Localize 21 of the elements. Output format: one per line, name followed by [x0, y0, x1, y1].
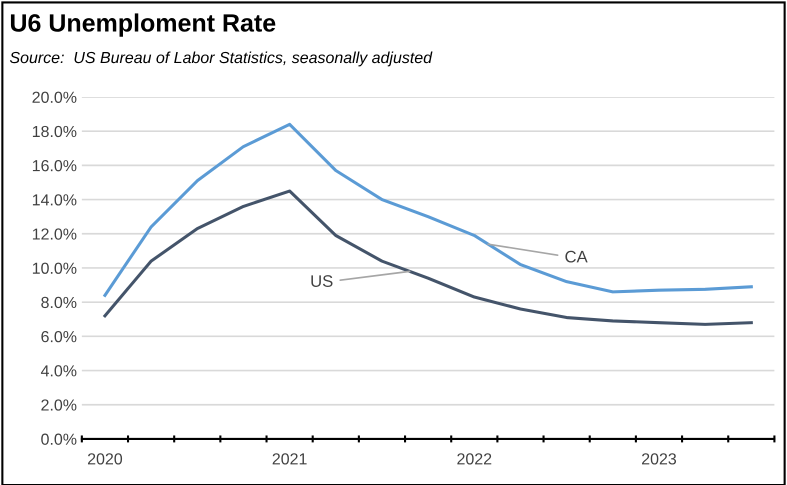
y-tick-label: 16.0%: [32, 160, 76, 172]
x-tick-label: 2022: [457, 453, 492, 465]
y-tick-label: 20.0%: [32, 92, 76, 103]
chart-title: U6 Unemploment Rate: [10, 13, 276, 37]
y-tick-label: 8.0%: [41, 296, 76, 308]
series-label: CA: [565, 250, 588, 263]
text: US: [311, 275, 333, 287]
x-tick-label: 2021: [272, 453, 307, 465]
y-tick-label: 6.0%: [41, 330, 76, 342]
x-tick-label: 2023: [642, 453, 676, 465]
y-tick-label: 10.0%: [32, 262, 76, 274]
y-tick-label: 0.0%: [41, 434, 76, 445]
line-series: [103, 122, 753, 297]
line-series: [103, 190, 753, 326]
y-tick-label: 2.0%: [41, 399, 76, 411]
chart-subtitle: Source: US Bureau of Labor Statistics, seasonally adjusted: [10, 51, 432, 66]
y-tick-label: 14.0%: [32, 194, 76, 206]
y-tick-label: 4.0%: [40, 365, 76, 376]
y-tick-label: 12.0%: [32, 228, 76, 240]
y-tick-label: 18.0%: [32, 126, 76, 138]
x-tick-label: 2020: [88, 453, 122, 465]
